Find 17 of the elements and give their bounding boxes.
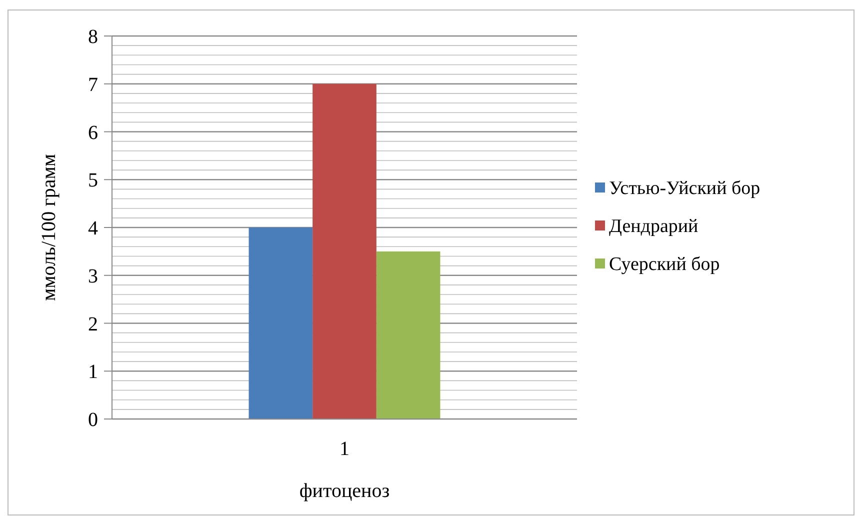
legend-label: Дендрарий xyxy=(609,216,698,238)
y-axis-title: ммоль/100 грамм xyxy=(38,154,60,302)
legend-label: Устью-Уйский бор xyxy=(609,178,760,200)
y-tick-label: 4 xyxy=(88,218,98,240)
y-tick-label: 1 xyxy=(88,361,98,384)
x-axis-title: фитоценоз xyxy=(299,480,390,502)
y-tick-label: 2 xyxy=(88,313,98,336)
y-tick-label: 3 xyxy=(88,265,98,288)
bar xyxy=(248,228,313,419)
y-tick-label: 8 xyxy=(88,26,98,48)
y-tick-label: 0 xyxy=(88,409,98,431)
legend-label: Суерский бор xyxy=(609,254,720,276)
y-tick-label: 5 xyxy=(88,170,98,192)
y-tick-label: 7 xyxy=(88,74,98,96)
bar xyxy=(312,84,376,419)
bar xyxy=(376,251,440,419)
y-tick-label: 6 xyxy=(88,122,98,144)
